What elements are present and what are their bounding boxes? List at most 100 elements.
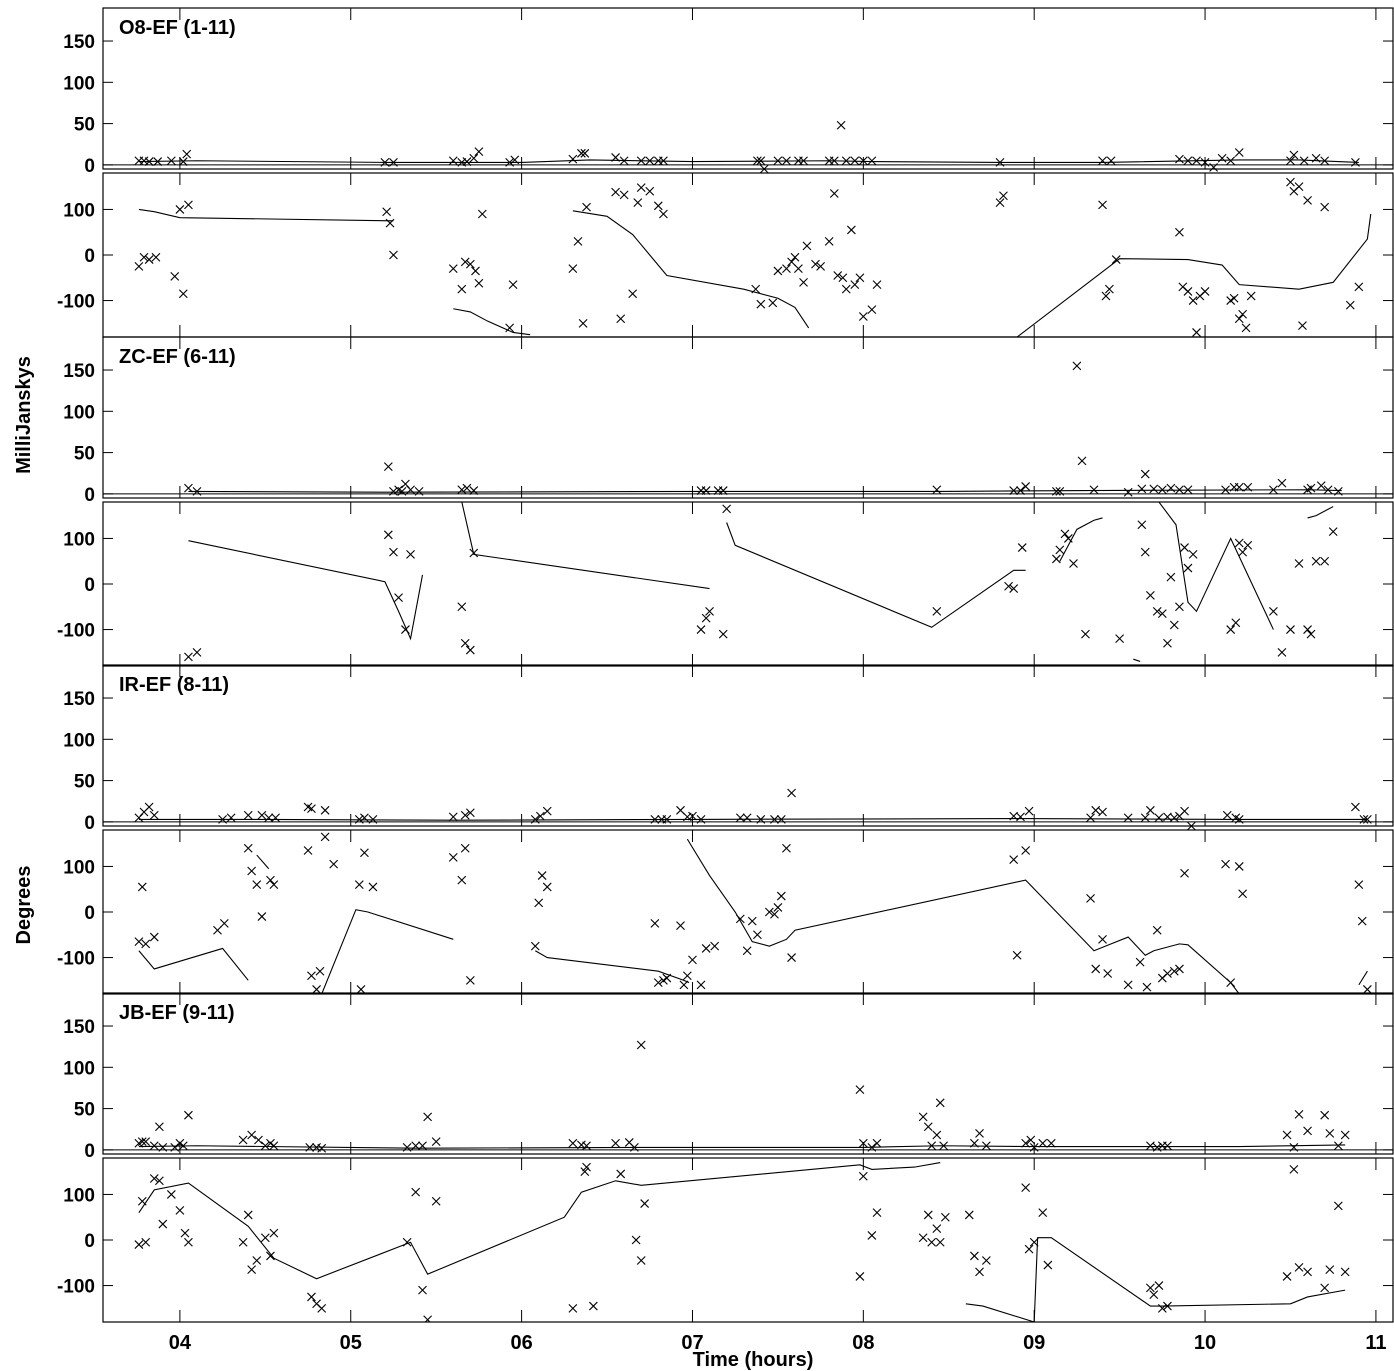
amp-point-stroke: [927, 1141, 937, 1151]
phase-point: [1241, 323, 1251, 333]
phase-point: [1306, 629, 1316, 639]
amp-point: [1077, 456, 1087, 466]
phase-point: [1152, 925, 1162, 935]
phase-point: [243, 843, 253, 853]
phase-point-stroke: [688, 955, 697, 965]
amp-point: [619, 156, 629, 166]
amp-point: [855, 1085, 865, 1094]
phase-point: [701, 944, 711, 953]
phase-point: [312, 985, 321, 994]
phase-point-stroke: [411, 1187, 421, 1197]
phase-point-stroke: [747, 916, 757, 926]
x-tick-label: 04: [169, 1332, 192, 1354]
phase-point: [742, 946, 752, 956]
amp-point-stroke: [981, 1141, 991, 1151]
phase-point-stroke: [1140, 547, 1150, 557]
amp-point-stroke: [1024, 806, 1034, 816]
amp-point-stroke: [505, 158, 515, 167]
amp-point: [1282, 1130, 1292, 1140]
phase-point: [568, 264, 578, 274]
phase-point: [850, 280, 860, 290]
phase-point: [158, 1219, 168, 1229]
phase-point-stroke: [867, 305, 877, 315]
amp-point-stroke: [401, 479, 410, 489]
phase-point-stroke: [1357, 916, 1367, 926]
phase-point-stroke: [243, 843, 253, 853]
amp-point: [166, 156, 176, 166]
phase-point-stroke: [238, 1237, 248, 1247]
phase-point-stroke: [811, 259, 820, 269]
phase-point-stroke: [872, 280, 882, 290]
phase-point-stroke: [970, 1251, 979, 1261]
phase-point: [1192, 328, 1201, 337]
amp-point-stroke: [418, 1141, 427, 1151]
phase-point: [320, 832, 330, 842]
phase-point-stroke: [782, 264, 791, 274]
amp-point-stroke: [423, 1112, 433, 1122]
amp-point-stroke: [636, 1040, 646, 1050]
amp-point: [1183, 156, 1193, 166]
amp-point-stroke: [1277, 478, 1287, 488]
phase-point-stroke: [1038, 1208, 1048, 1218]
phase-point-stroke: [460, 257, 470, 267]
amp-point-stroke: [1137, 484, 1147, 494]
phase-tick-label: 0: [84, 575, 95, 596]
phase-point: [1055, 545, 1065, 555]
phase-point-stroke: [573, 236, 583, 246]
amp-point-stroke: [144, 802, 154, 812]
amp-tick-label: 0: [84, 485, 95, 506]
amp-point-stroke: [1221, 485, 1230, 495]
phase-point-stroke: [742, 946, 752, 956]
amp-point: [1098, 156, 1107, 166]
phase-point-stroke: [1229, 293, 1239, 303]
phase-point-stroke: [824, 236, 834, 246]
amp-point: [662, 815, 672, 824]
panel-title: O8-EF (1-11): [119, 17, 236, 39]
amp-point: [735, 813, 745, 823]
amp-point-stroke: [939, 1141, 949, 1151]
amp-point: [137, 1137, 147, 1147]
phase-point-stroke: [773, 266, 783, 276]
phase-point: [1060, 529, 1070, 539]
phase-point-stroke: [457, 602, 467, 612]
amp-point-stroke: [303, 802, 313, 812]
amp-point: [1046, 1138, 1056, 1148]
amp-point: [841, 156, 851, 166]
amp-point-stroke: [1016, 486, 1025, 495]
phase-point-stroke: [170, 272, 180, 281]
phase-point: [1246, 291, 1256, 301]
phase-point-stroke: [1111, 255, 1121, 264]
amp-point-stroke: [1055, 487, 1065, 496]
amp-tick-label: 0: [84, 813, 95, 834]
phase-point: [1017, 543, 1027, 552]
phase-point-stroke: [710, 941, 720, 951]
amp-point-stroke: [1217, 153, 1227, 163]
phase-point-stroke: [460, 638, 470, 648]
phase-point: [573, 236, 583, 246]
phase-point: [1183, 287, 1193, 296]
phase-point-stroke: [764, 907, 774, 917]
amp-point: [611, 153, 620, 162]
amp-point-stroke: [855, 1085, 865, 1094]
amp-point: [1311, 153, 1321, 163]
amp-point-stroke: [305, 1143, 315, 1152]
phase-point: [1063, 534, 1073, 543]
phase-point-stroke: [368, 882, 378, 892]
phase-point: [1004, 581, 1013, 591]
phase-point: [354, 880, 364, 890]
amp-point-stroke: [397, 487, 407, 496]
phase-point: [970, 1251, 979, 1261]
phase-point: [389, 547, 398, 557]
amp-point: [411, 1141, 421, 1151]
amp-point: [389, 158, 398, 167]
amp-point: [149, 1141, 159, 1151]
phase-point-stroke: [631, 1235, 641, 1245]
phase-point-stroke: [505, 323, 515, 333]
amp-tick-label: 50: [74, 1100, 95, 1121]
phase-point: [679, 980, 689, 990]
phase-point: [465, 259, 475, 269]
phase-point-stroke: [141, 1237, 151, 1247]
phase-point: [747, 916, 757, 926]
phase-point-stroke: [1325, 1265, 1335, 1274]
